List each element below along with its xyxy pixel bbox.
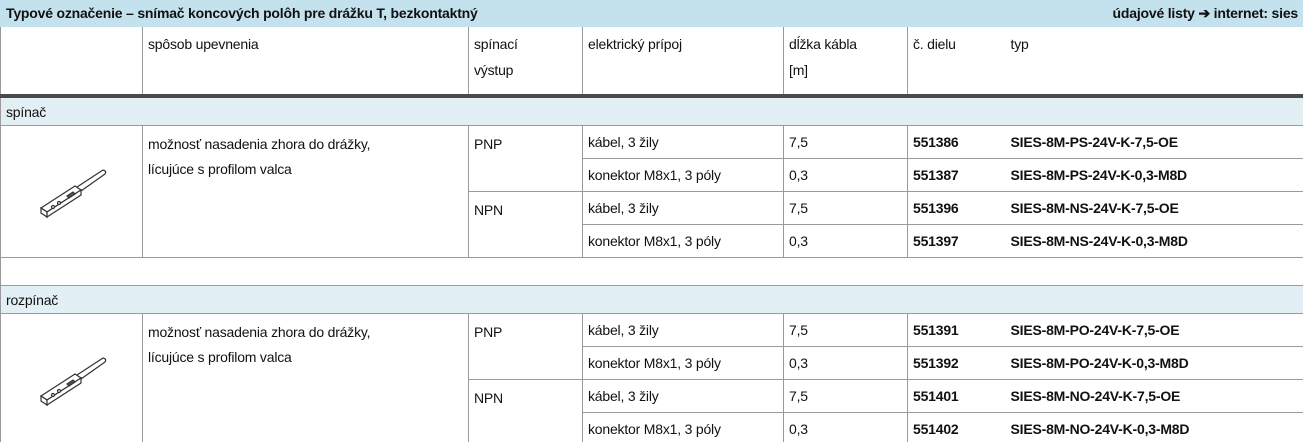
type-code: SIES-8M-NS-24V-K-0,3-M8D [1005, 224, 1303, 258]
header-label: výstup [474, 62, 514, 78]
part-number: 551387 [907, 158, 1006, 192]
type-code: SIES-8M-NS-24V-K-7,5-OE [1005, 191, 1303, 225]
length-cell: 0,3 [783, 224, 908, 258]
part-number: 551391 [907, 313, 1006, 347]
header-label: typ [1010, 36, 1029, 52]
part-number: 551386 [907, 125, 1006, 159]
length-cell: 0,3 [783, 346, 908, 380]
data-row: konektor M8x1, 3 póly 0,3 551402 SIES-8M-NO… [1, 412, 1303, 442]
mounting-text: lícujúce s profilom valca [148, 349, 292, 365]
mounting-text: možnosť nasadenia zhora do drážky, [148, 324, 371, 340]
image-cell [0, 313, 143, 442]
title-cell: Typové označenie – snímač koncových polô… [0, 0, 1303, 27]
connection-cell: kábel, 3 žily [582, 191, 784, 225]
connection-cell: kábel, 3 žily [582, 125, 784, 159]
type-code: SIES-8M-NO-24V-K-0,3-M8D [1005, 412, 1303, 442]
data-row: možnosť nasadenia zhora do drážky, lícujú… [0, 313, 1303, 442]
part-number: 551401 [907, 379, 1006, 413]
length-cell: 7,5 [783, 313, 908, 347]
connection-cell: konektor M8x1, 3 póly [582, 412, 784, 442]
length-cell: 0,3 [783, 412, 908, 442]
length-cell: 7,5 [783, 125, 908, 159]
part-number: 551396 [907, 191, 1006, 225]
header-cell: spôsob upevnenia [142, 26, 469, 98]
header-cell [0, 26, 143, 98]
header-label: spôsob upevnenia [148, 36, 259, 52]
connection-cell: konektor M8x1, 3 póly [582, 158, 784, 192]
type-code: SIES-8M-PO-24V-K-0,3-M8D [1005, 346, 1303, 380]
datasheet-link: údajové listy ➔ internet: sies [1112, 5, 1299, 21]
title-row: Typové označenie – snímač koncových polô… [0, 0, 1303, 27]
sensor-icon [39, 169, 106, 219]
length-cell: 7,5 [783, 379, 908, 413]
part-number: 551392 [907, 346, 1006, 380]
mounting-cell: možnosť nasadenia zhora do drážky, lícujú… [142, 313, 469, 442]
data-row: konektor M8x1, 3 póly 0,3 551397 SIES-8M-NS… [1, 224, 1303, 258]
type-code: SIES-8M-PO-24V-K-7,5-OE [1005, 313, 1303, 347]
part-number: 551402 [907, 412, 1006, 442]
type-code: SIES-8M-PS-24V-K-0,3-M8D [1005, 158, 1303, 192]
length-cell: 0,3 [783, 158, 908, 192]
group-row: spínač [0, 95, 1303, 126]
header-cell: dĺžka kábla [m] [783, 26, 908, 98]
data-row: možnosť nasadenia zhora do drážky, lícujú… [0, 125, 1303, 258]
mounting-text: lícujúce s profilom valca [148, 161, 292, 177]
header-label: č. dielu [913, 36, 956, 52]
part-number: 551397 [907, 224, 1006, 258]
connection-cell: kábel, 3 žily [582, 313, 784, 347]
output-cell: PNP [468, 125, 583, 192]
connection-cell: konektor M8x1, 3 póly [582, 224, 784, 258]
type-code: SIES-8M-PS-24V-K-7,5-OE [1005, 125, 1303, 159]
output-cell: NPN [468, 191, 583, 258]
image-cell [0, 125, 143, 258]
header-row: spôsob upevnenia spínací výstup elektrický … [0, 26, 1303, 98]
mounting-text: možnosť nasadenia zhora do drážky, [148, 136, 371, 152]
length-cell: 7,5 [783, 191, 908, 225]
header-cell: elektrický prípoj [582, 26, 784, 98]
header-cell: č. dielu [907, 26, 1006, 98]
data-row: konektor M8x1, 3 póly 0,3 551392 SIES-8M-PO… [1, 346, 1303, 380]
group-row: rozpínač [0, 285, 1303, 314]
connection-cell: konektor M8x1, 3 póly [582, 346, 784, 380]
header-cell: spínací výstup [468, 26, 583, 98]
header-label: elektrický prípoj [588, 36, 682, 52]
header-cell: typ [1005, 26, 1303, 98]
header-label: spínací [474, 36, 518, 52]
sensor-icon [39, 357, 106, 407]
group-label: spínač [0, 95, 1303, 126]
connection-cell: kábel, 3 žily [582, 379, 784, 413]
blank-cell [0, 257, 1303, 286]
output-cell: NPN [468, 379, 583, 442]
title: Typové označenie – snímač koncových polô… [6, 5, 478, 21]
mounting-cell: možnosť nasadenia zhora do drážky, lícujú… [142, 125, 469, 258]
group-label: rozpínač [0, 285, 1303, 314]
type-code: SIES-8M-NO-24V-K-7,5-OE [1005, 379, 1303, 413]
header-label: [m] [789, 62, 808, 78]
header-label: dĺžka kábla [789, 36, 857, 52]
data-row: NPN kábel, 3 žily 7,5 551396 SIES-8M-NS-24V-… [1, 191, 1303, 258]
blank-row [0, 257, 1303, 286]
title-bar: Typové označenie – snímač koncových polô… [6, 5, 1298, 22]
output-cell: PNP [468, 313, 583, 380]
